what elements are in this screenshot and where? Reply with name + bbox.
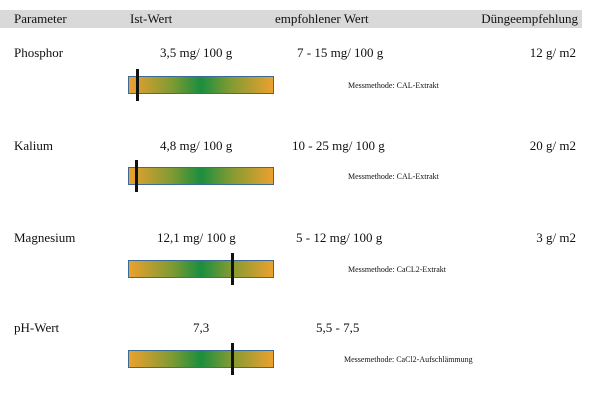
ist-wert: 12,1 mg/ 100 g	[157, 230, 236, 245]
empfohlener-wert: 7 - 15 mg/ 100 g	[297, 45, 384, 60]
duengeempfehlung: 20 g/ m2	[529, 138, 576, 153]
gauge-bar	[128, 260, 274, 278]
empfohlener-wert: 5 - 12 mg/ 100 g	[296, 230, 383, 245]
header-bar	[0, 10, 582, 28]
gauge-bar	[128, 350, 274, 368]
header-label: empfohlener Wert	[275, 11, 369, 26]
messmethode: Messmethode: CAL-Extrakt	[348, 172, 439, 181]
empfohlener-wert: 10 - 25 mg/ 100 g	[292, 138, 385, 153]
duengeempfehlung: 3 g/ m2	[536, 230, 576, 245]
messmethode: Messmethode: CaCL2-Extrakt	[348, 265, 446, 274]
parameter: Phosphor	[14, 45, 64, 60]
ist-wert: 3,5 mg/ 100 g	[160, 45, 233, 60]
gauge-marker	[231, 343, 234, 375]
messmethode: Messemethode: CaCl2-Aufschlämmung	[344, 355, 473, 364]
parameter: Magnesium	[14, 230, 76, 245]
parameter: pH-Wert	[14, 320, 60, 335]
ist-wert: 7,3	[193, 320, 210, 335]
gauge-marker	[135, 160, 138, 192]
header-label: Ist-Wert	[130, 11, 173, 26]
duengeempfehlung: 12 g/ m2	[529, 45, 576, 60]
header-label: Düngeempfehlung	[481, 11, 578, 26]
messmethode: Messmethode: CAL-Extrakt	[348, 81, 439, 90]
parameter: Kalium	[14, 138, 53, 153]
gauge-bar	[128, 167, 274, 185]
gauge-marker	[231, 253, 234, 285]
header-label: Parameter	[14, 11, 67, 26]
ist-wert: 4,8 mg/ 100 g	[160, 138, 233, 153]
empfohlener-wert: 5,5 - 7,5	[316, 320, 360, 335]
gauge-marker	[136, 69, 139, 101]
gauge-bar	[128, 76, 274, 94]
